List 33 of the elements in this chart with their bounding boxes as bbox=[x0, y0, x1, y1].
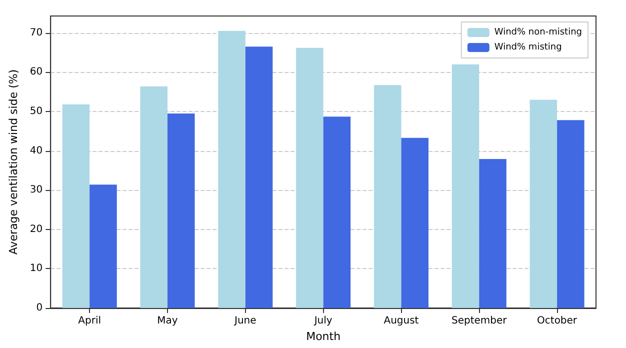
y-tick-label: 40 bbox=[30, 145, 43, 156]
bar bbox=[374, 85, 402, 308]
x-tick-label: May bbox=[157, 316, 178, 326]
legend-label: Wind% non-misting bbox=[494, 28, 582, 38]
y-tick-label: 20 bbox=[30, 224, 43, 235]
x-tick-label: June bbox=[234, 316, 256, 326]
bar bbox=[296, 48, 324, 308]
y-tick-label: 70 bbox=[30, 27, 43, 38]
bar bbox=[218, 30, 246, 308]
x-tick-label: October bbox=[537, 316, 578, 326]
x-tick-label: April bbox=[78, 316, 102, 326]
y-tick-label: 10 bbox=[30, 263, 43, 274]
bar bbox=[323, 116, 351, 308]
y-tick-label: 50 bbox=[30, 106, 43, 117]
y-tick-label: 30 bbox=[30, 184, 43, 196]
y-tick-label: 60 bbox=[30, 66, 43, 78]
legend-label: Wind% misting bbox=[494, 42, 562, 52]
bar bbox=[167, 113, 195, 308]
bar bbox=[401, 138, 428, 308]
bar bbox=[90, 184, 117, 308]
bar bbox=[557, 120, 584, 308]
bar bbox=[140, 86, 168, 308]
x-tick-label: August bbox=[384, 316, 419, 326]
bar bbox=[452, 64, 480, 308]
x-tick-label: July bbox=[313, 316, 332, 326]
x-tick-label: September bbox=[451, 316, 508, 326]
bar bbox=[62, 104, 90, 308]
bar bbox=[530, 100, 558, 308]
y-axis-title: Average ventilation wind side (%) bbox=[7, 69, 20, 255]
y-tick-label: 0 bbox=[36, 302, 43, 314]
bar bbox=[245, 46, 273, 308]
x-axis-title: Month bbox=[306, 330, 341, 343]
bar bbox=[479, 159, 506, 308]
